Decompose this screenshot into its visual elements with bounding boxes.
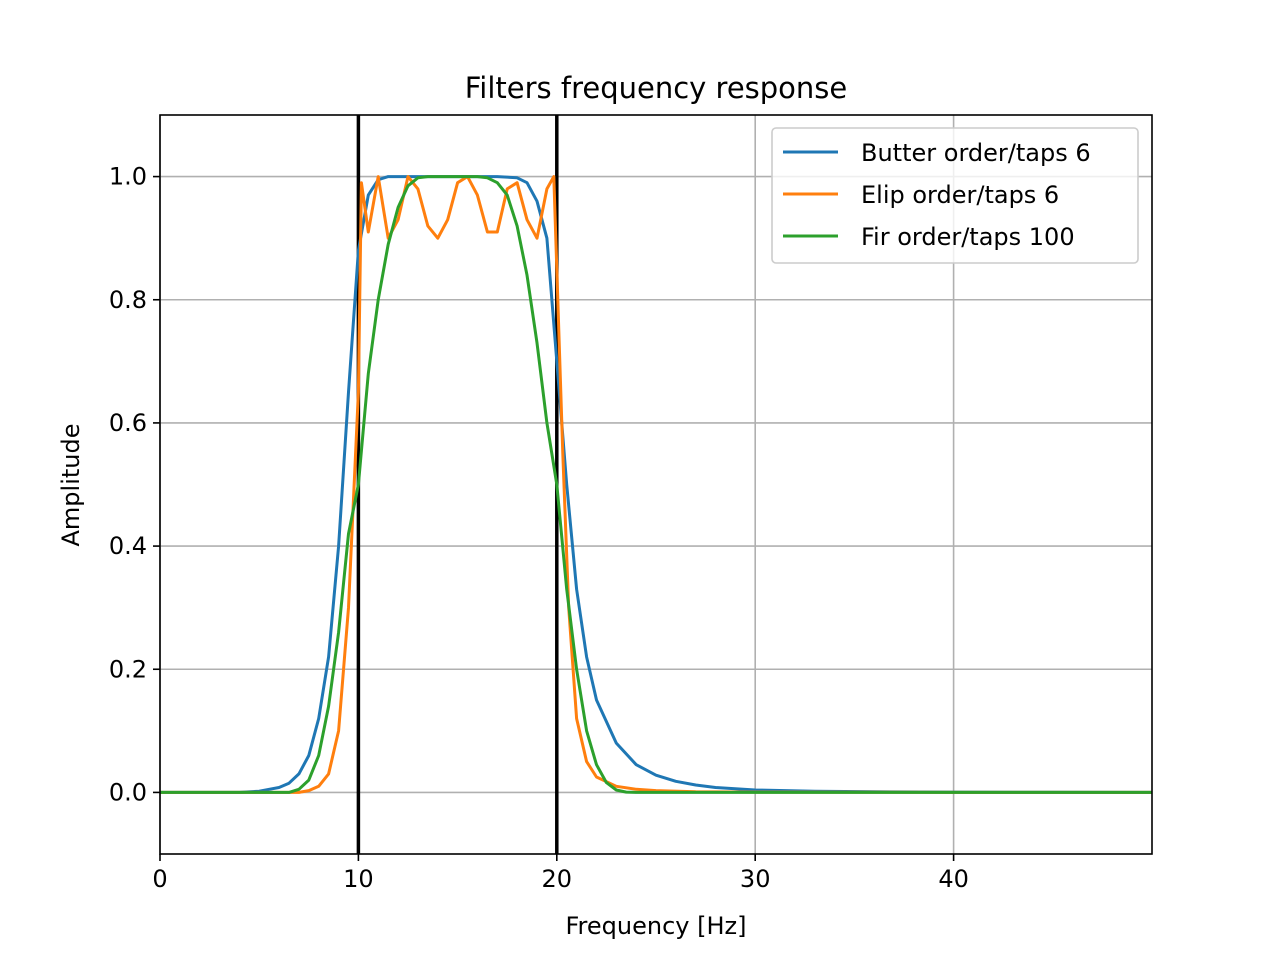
series-line bbox=[160, 175, 1152, 794]
legend-label: Fir order/taps 100 bbox=[861, 223, 1075, 251]
series-layer bbox=[160, 175, 1153, 794]
legend-label: Elip order/taps 6 bbox=[861, 181, 1059, 209]
series-line bbox=[160, 175, 1152, 794]
y-tick-label: 1.0 bbox=[109, 163, 147, 191]
y-axis-label: Amplitude bbox=[57, 424, 85, 547]
chart-title: Filters frequency response bbox=[465, 71, 848, 105]
x-tick-label: 0 bbox=[152, 865, 167, 893]
y-tick-label: 0.6 bbox=[109, 409, 147, 437]
x-tick-label: 40 bbox=[938, 865, 969, 893]
x-tick-label: 10 bbox=[343, 865, 374, 893]
y-tick-label: 0.2 bbox=[109, 655, 147, 683]
x-tick-label: 30 bbox=[740, 865, 771, 893]
legend-box bbox=[771, 127, 1139, 264]
y-tick-label: 0.8 bbox=[109, 286, 147, 314]
y-tick-label: 0.0 bbox=[109, 778, 147, 806]
legend-label: Butter order/taps 6 bbox=[861, 139, 1091, 167]
y-tick-label: 0.4 bbox=[109, 532, 147, 560]
tick-layer: 0 10 20 30 40 0.0 0.2 0.4 0.6 0.8 1.0 bbox=[109, 163, 969, 893]
x-axis-label: Frequency [Hz] bbox=[566, 912, 747, 940]
series-line bbox=[160, 175, 1153, 794]
legend: Butter order/taps 6 Elip order/taps 6 Fir … bbox=[771, 127, 1139, 264]
plot-area-frame bbox=[159, 114, 1153, 855]
x-tick-label: 20 bbox=[542, 865, 573, 893]
